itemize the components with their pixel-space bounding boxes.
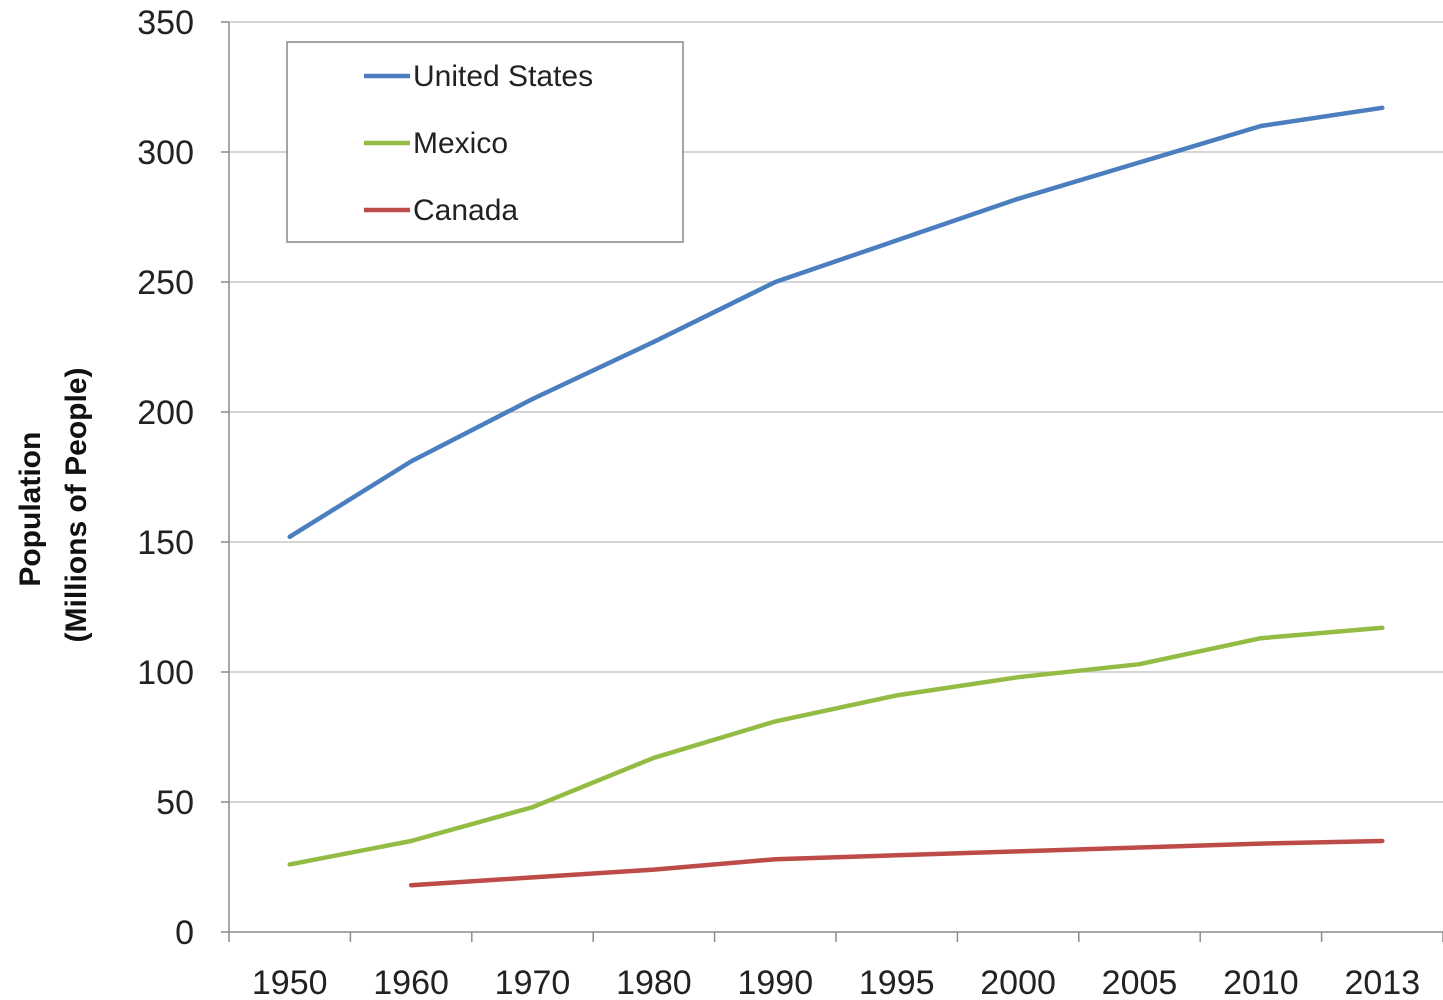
legend: United States Mexico Canada xyxy=(286,41,684,243)
x-tick-label: 2010 xyxy=(1223,964,1299,1000)
y-tick-label: 0 xyxy=(175,914,194,952)
y-tick-label: 100 xyxy=(137,654,194,692)
x-tick-label: 2013 xyxy=(1344,964,1420,1000)
y-axis-title-line-1: Population xyxy=(14,432,47,587)
legend-label-canada: Canada xyxy=(413,194,518,227)
x-axis-tick-labels: 1950 1960 1970 1980 1990 1995 2000 2005 2010 2013 xyxy=(252,964,1420,1000)
x-tick-label: 1990 xyxy=(737,964,813,1000)
x-tick-label: 2000 xyxy=(980,964,1056,1000)
legend-label-united-states: United States xyxy=(413,60,593,93)
x-tick-label: 1995 xyxy=(859,964,935,1000)
axes xyxy=(221,21,1443,942)
y-tick-label: 150 xyxy=(137,524,194,562)
series-lines xyxy=(287,105,1385,888)
y-tick-label: 250 xyxy=(137,264,194,302)
legend-box xyxy=(286,41,684,243)
x-tick-label: 1980 xyxy=(616,964,692,1000)
y-axis-tick-labels: 0 50 100 150 200 250 300 350 xyxy=(137,4,194,952)
series-line-mexico xyxy=(287,625,1385,867)
y-tick-label: 50 xyxy=(156,784,194,822)
x-tick-label: 1950 xyxy=(252,964,328,1000)
y-tick-label: 350 xyxy=(137,4,194,42)
y-tick-label: 200 xyxy=(137,394,194,432)
x-tick-label: 1960 xyxy=(373,964,449,1000)
x-tick-label: 2005 xyxy=(1102,964,1178,1000)
series-line-canada xyxy=(408,838,1385,888)
y-tick-label: 300 xyxy=(137,134,194,172)
legend-label-mexico: Mexico xyxy=(413,127,508,160)
y-axis-title-line-2: (Millions of People) xyxy=(60,368,93,643)
y-axis-title: Population (Millions of People) xyxy=(14,368,93,643)
x-tick-label: 1970 xyxy=(495,964,571,1000)
series-line-united-states xyxy=(287,105,1385,540)
